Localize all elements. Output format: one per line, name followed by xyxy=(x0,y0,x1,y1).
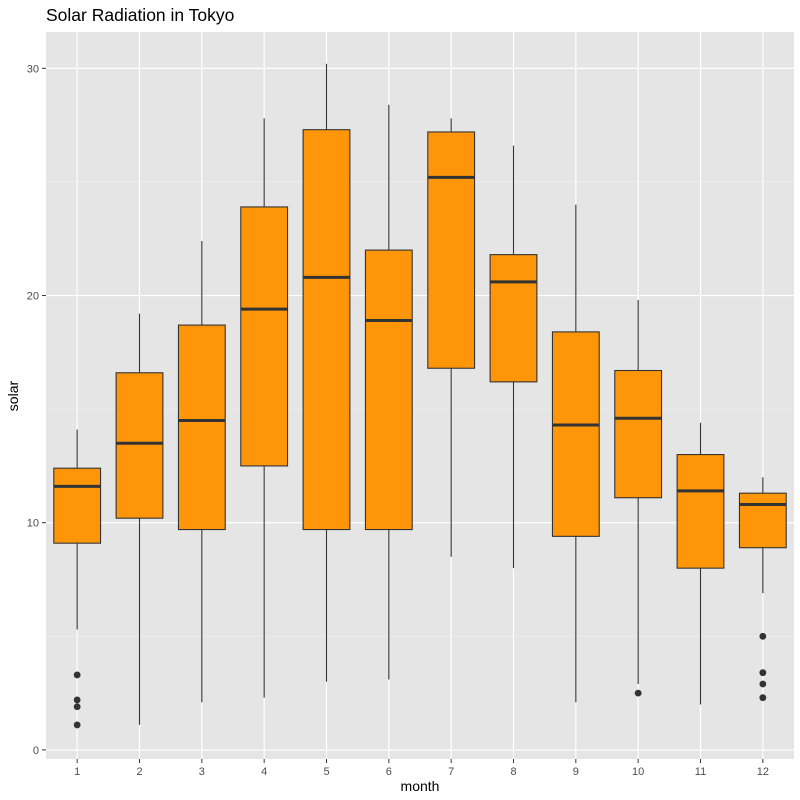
x-tick-label: 4 xyxy=(261,766,267,778)
x-tick-label: 5 xyxy=(323,766,329,778)
box-iqr xyxy=(551,331,600,537)
y-tick-label: 10 xyxy=(27,518,39,530)
x-tick-label: 2 xyxy=(136,766,142,778)
box-month-1 xyxy=(53,429,102,729)
grid-minor xyxy=(46,181,794,637)
x-axis-title: month xyxy=(401,778,440,794)
x-axis: 1 2 3 4 5 6 7 8 9 10 11 12 xyxy=(74,759,769,778)
box-iqr xyxy=(489,254,538,383)
x-tick-label: 3 xyxy=(199,766,205,778)
x-tick-label: 12 xyxy=(757,766,769,778)
outlier-point xyxy=(73,671,81,679)
outlier-point xyxy=(759,680,767,688)
outlier-point xyxy=(73,721,81,729)
box-iqr xyxy=(177,324,226,531)
x-tick-label: 7 xyxy=(448,766,454,778)
box-iqr xyxy=(240,206,289,467)
box-month-11 xyxy=(676,422,725,705)
box-month-6 xyxy=(364,104,413,680)
outlier-point xyxy=(759,694,767,702)
outlier-point xyxy=(759,669,767,677)
box-month-8 xyxy=(489,145,538,569)
plot-panel xyxy=(46,32,794,759)
y-tick-label: 0 xyxy=(33,745,39,757)
outlier-point xyxy=(634,689,642,697)
outlier-point xyxy=(73,703,81,711)
box-iqr xyxy=(614,369,663,499)
box-month-7 xyxy=(427,118,476,557)
chart-title: Solar Radiation in Tokyo xyxy=(46,5,235,25)
x-tick-label: 10 xyxy=(632,766,644,778)
x-tick-label: 1 xyxy=(74,766,80,778)
box-month-4 xyxy=(240,118,289,698)
x-tick-label: 9 xyxy=(573,766,579,778)
x-tick-label: 8 xyxy=(510,766,516,778)
box-iqr xyxy=(53,467,102,544)
y-tick-label: 30 xyxy=(27,63,39,75)
box-iqr xyxy=(302,129,351,531)
box-iqr xyxy=(115,372,164,519)
box-iqr xyxy=(427,131,476,369)
box-iqr xyxy=(364,249,413,531)
outlier-point xyxy=(759,632,767,640)
x-tick-label: 6 xyxy=(386,766,392,778)
box-month-10 xyxy=(614,300,663,697)
box-month-2 xyxy=(115,313,164,725)
box-iqr xyxy=(738,492,787,549)
box-month-12 xyxy=(738,477,787,702)
y-axis-title: solar xyxy=(5,380,21,411)
box-iqr xyxy=(676,454,725,569)
y-axis: 0 10 20 30 xyxy=(27,63,46,757)
box-month-9 xyxy=(551,204,600,703)
box-month-5 xyxy=(302,63,351,682)
boxes-layer xyxy=(53,63,787,729)
outlier-point xyxy=(73,696,81,704)
x-tick-label: 11 xyxy=(695,766,706,778)
y-tick-label: 20 xyxy=(27,291,39,303)
box-month-3 xyxy=(177,241,226,703)
